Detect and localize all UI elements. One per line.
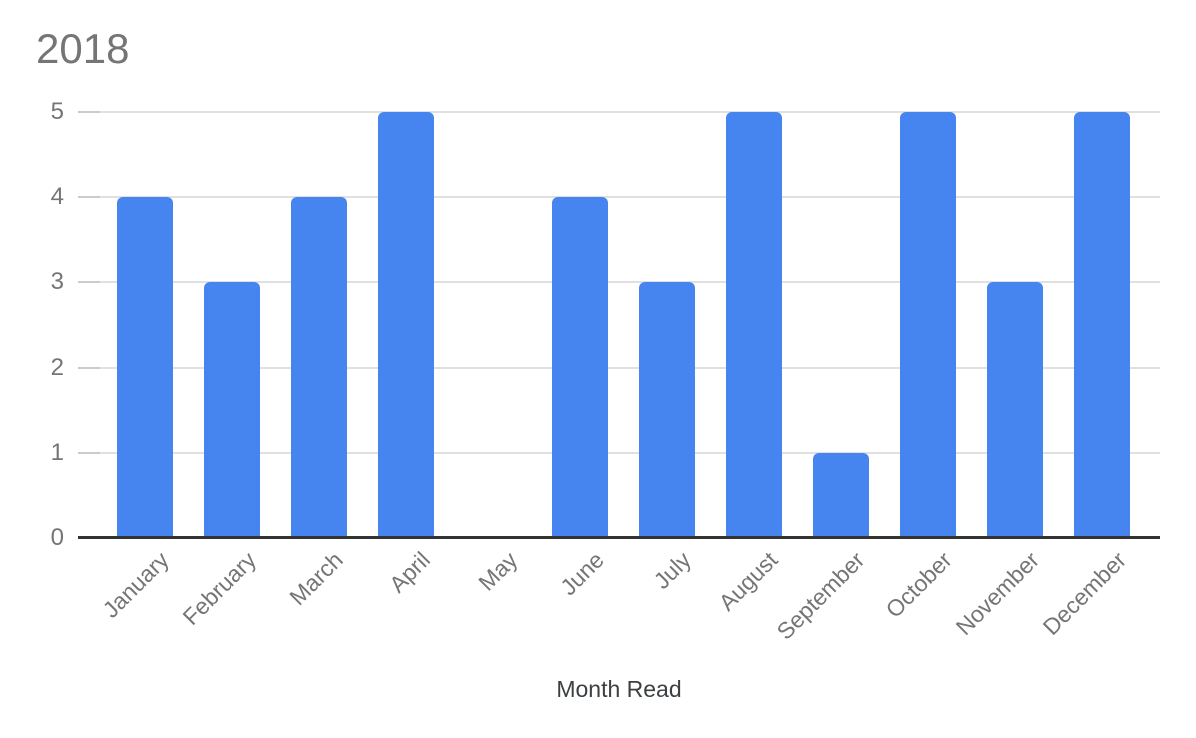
- x-tick-label-text: June: [555, 546, 609, 601]
- x-tick-label-text: February: [177, 546, 261, 631]
- bar-august: [726, 112, 782, 538]
- y-tick-label-2: 2: [50, 353, 64, 381]
- x-tick-label-text: August: [713, 546, 783, 616]
- gridline-2: [78, 366, 1160, 369]
- bar-october: [900, 112, 956, 538]
- y-tick-4: [78, 196, 100, 199]
- x-tick-label-text: December: [1037, 546, 1131, 641]
- y-tick-2: [78, 366, 100, 369]
- x-tick-label-text: April: [384, 546, 435, 598]
- bar-july: [639, 282, 695, 538]
- x-axis-title: Month Read: [556, 676, 682, 702]
- chart-title: 2018: [36, 25, 130, 72]
- x-axis-line: [78, 536, 1160, 539]
- x-tick-label-text: March: [284, 546, 348, 611]
- bar-march: [291, 197, 347, 538]
- gridline-4: [78, 196, 1160, 199]
- bar-november: [987, 282, 1043, 538]
- y-tick-1: [78, 451, 100, 454]
- x-tick-label-text: July: [648, 546, 696, 594]
- y-tick-label-5: 5: [50, 98, 64, 125]
- bar-june: [552, 197, 608, 538]
- bar-february: [204, 282, 260, 538]
- x-tick-label-text: May: [472, 546, 522, 596]
- gridline-5: [78, 111, 1160, 113]
- bar-january: [117, 197, 173, 538]
- x-tick-label-text: November: [950, 546, 1044, 641]
- y-tick-label-4: 4: [50, 183, 64, 211]
- bar-december: [1074, 112, 1130, 538]
- bar-april: [378, 112, 434, 538]
- x-tick-label-text: October: [880, 546, 957, 623]
- x-tick-label-text: January: [97, 546, 174, 623]
- y-tick-label-3: 3: [50, 268, 64, 296]
- y-tick-label-1: 1: [50, 438, 64, 466]
- gridline-1: [78, 451, 1160, 454]
- y-tick-label-0: 0: [50, 524, 64, 551]
- y-tick-3: [78, 281, 100, 284]
- bar-september: [813, 453, 869, 538]
- gridline-3: [78, 281, 1160, 284]
- y-tick-5: [78, 111, 100, 113]
- x-tick-label-text: September: [772, 546, 870, 645]
